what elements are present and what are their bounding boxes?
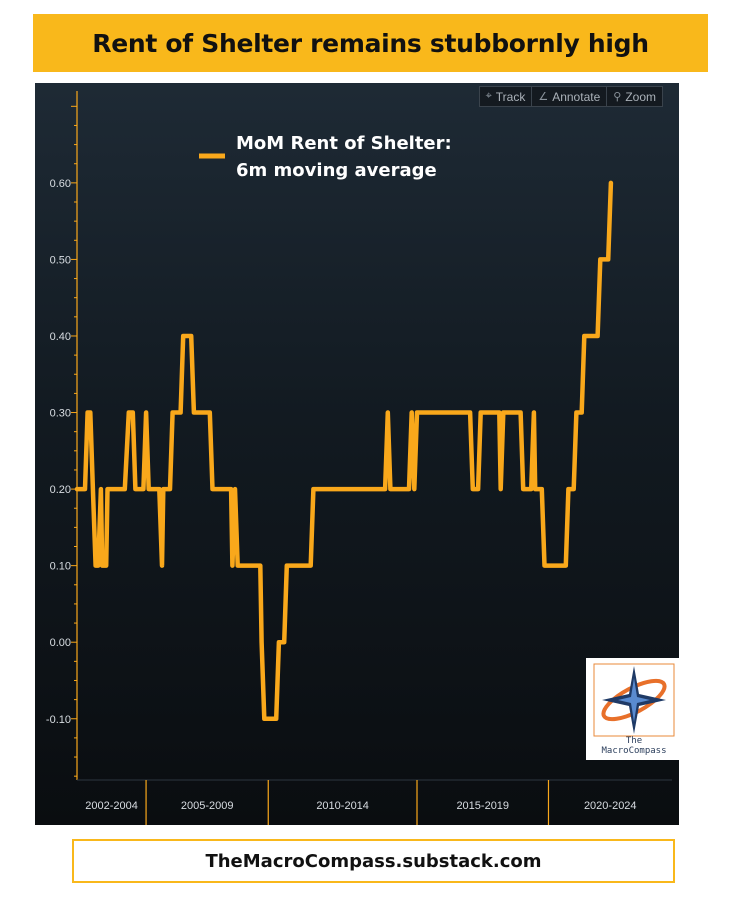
logo-small-text: The: [625, 736, 643, 746]
chart-title: Rent of Shelter remains stubbornly high: [92, 28, 649, 58]
annotate-label: Annotate: [552, 89, 601, 104]
legend-label: 6m moving average: [236, 160, 437, 181]
legend-label: MoM Rent of Shelter:: [236, 133, 452, 154]
pencil-icon: ∠: [538, 91, 549, 103]
x-group-label: 2020-2024: [584, 800, 637, 812]
footer-link[interactable]: TheMacroCompass.substack.com: [205, 850, 542, 872]
macrocompass-logo: The MacroCompass: [586, 658, 682, 760]
y-tick-label: 0.30: [50, 408, 71, 420]
x-group-label: 2010-2014: [316, 800, 369, 812]
logo-text: MacroCompass: [601, 746, 667, 756]
y-tick-label: 0.50: [50, 254, 71, 266]
footer-box: TheMacroCompass.substack.com: [72, 839, 675, 883]
y-tick-label: 0.00: [50, 637, 71, 649]
chart-toolbar: ⌖ Track ∠ Annotate ⚲ Zoom: [478, 86, 663, 107]
y-tick-label: 0.10: [50, 561, 71, 573]
x-group-label: 2015-2019: [456, 800, 509, 812]
title-banner: Rent of Shelter remains stubbornly high: [33, 14, 708, 72]
y-tick-label: 0.40: [50, 331, 71, 343]
line-chart: -0.10 0.00 0.10 0.20 0.30 0.40 0.50 0.60 2002-20…: [46, 91, 672, 825]
y-tick-label: 0.60: [50, 178, 71, 190]
series-line: [74, 180, 614, 722]
x-group-label: 2005-2009: [181, 800, 234, 812]
track-label: Track: [495, 89, 526, 104]
y-tick-label: 0.20: [50, 484, 71, 496]
zoom-label: Zoom: [625, 89, 656, 104]
compass-star-icon: [593, 663, 675, 737]
y-tick-label: -0.10: [46, 714, 71, 726]
crosshair-icon: ⌖: [485, 90, 492, 102]
x-group-label: 2002-2004: [85, 800, 138, 812]
track-button[interactable]: ⌖ Track: [480, 87, 533, 106]
chart-panel: -0.10 0.00 0.10 0.20 0.30 0.40 0.50 0.60 2002-20…: [35, 83, 679, 825]
zoom-button[interactable]: ⚲ Zoom: [607, 87, 662, 106]
annotate-button[interactable]: ∠ Annotate: [532, 87, 608, 106]
magnifier-icon: ⚲: [613, 91, 622, 103]
